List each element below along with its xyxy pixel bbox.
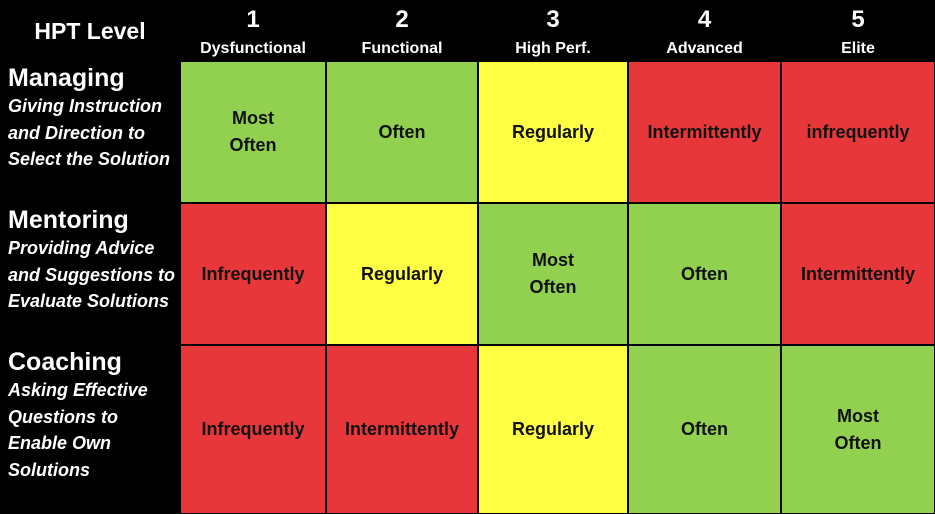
- row-title: Mentoring: [8, 206, 129, 234]
- column-number: 3: [546, 6, 560, 33]
- column-header-4: 4 Advanced: [628, 0, 781, 62]
- row-title: Managing: [8, 64, 125, 92]
- row-header-managing: Managing Giving Instruction and Directio…: [8, 64, 178, 173]
- column-name: High Perf.: [515, 40, 591, 57]
- column-name: Elite: [841, 40, 875, 57]
- column-header-1: 1 Dysfunctional: [180, 0, 326, 62]
- column-number: 4: [697, 6, 712, 33]
- column-number: 1: [246, 6, 260, 33]
- cell-coaching-elite: Most Often: [781, 345, 935, 514]
- column-number: 2: [395, 6, 409, 33]
- row-description: Giving Instruction and Direction to Sele…: [8, 96, 171, 169]
- column-name: Advanced: [666, 40, 743, 57]
- column-name: Dysfunctional: [200, 40, 306, 57]
- cell-mentoring-high-perf: Most Often: [478, 203, 628, 345]
- column-name: Functional: [361, 40, 443, 57]
- cell-mentoring-advanced: Often: [628, 203, 781, 345]
- column-header-5: 5 Elite: [781, 0, 935, 62]
- cell-mentoring-dysfunctional: Infrequently: [180, 203, 326, 345]
- column-number: 5: [851, 6, 865, 33]
- cell-coaching-functional: Intermittently: [326, 345, 478, 514]
- row-header-mentoring: Mentoring Providing Advice and Suggestio…: [8, 206, 178, 315]
- row-header-coaching: Coaching Asking Effective Questions to E…: [8, 348, 178, 483]
- row-title: Coaching: [8, 348, 122, 376]
- cell-managing-functional: Often: [326, 61, 478, 203]
- row-description: Asking Effective Questions to Enable Own…: [8, 380, 148, 480]
- column-header-2: 2 Functional: [326, 0, 478, 62]
- cell-coaching-advanced: Often: [628, 345, 781, 514]
- corner-label: HPT Level: [34, 17, 146, 44]
- cell-managing-high-perf: Regularly: [478, 61, 628, 203]
- cell-managing-dysfunctional: Most Often: [180, 61, 326, 203]
- cell-managing-advanced: Intermittently: [628, 61, 781, 203]
- cell-coaching-high-perf: Regularly: [478, 345, 628, 514]
- cell-mentoring-functional: Regularly: [326, 203, 478, 345]
- cell-mentoring-elite: Intermittently: [781, 203, 935, 345]
- row-description: Providing Advice and Suggestions to Eval…: [8, 238, 176, 311]
- cell-managing-elite: infrequently: [781, 61, 935, 203]
- column-header-3: 3 High Perf.: [478, 0, 628, 62]
- cell-coaching-dysfunctional: Infrequently: [180, 345, 326, 514]
